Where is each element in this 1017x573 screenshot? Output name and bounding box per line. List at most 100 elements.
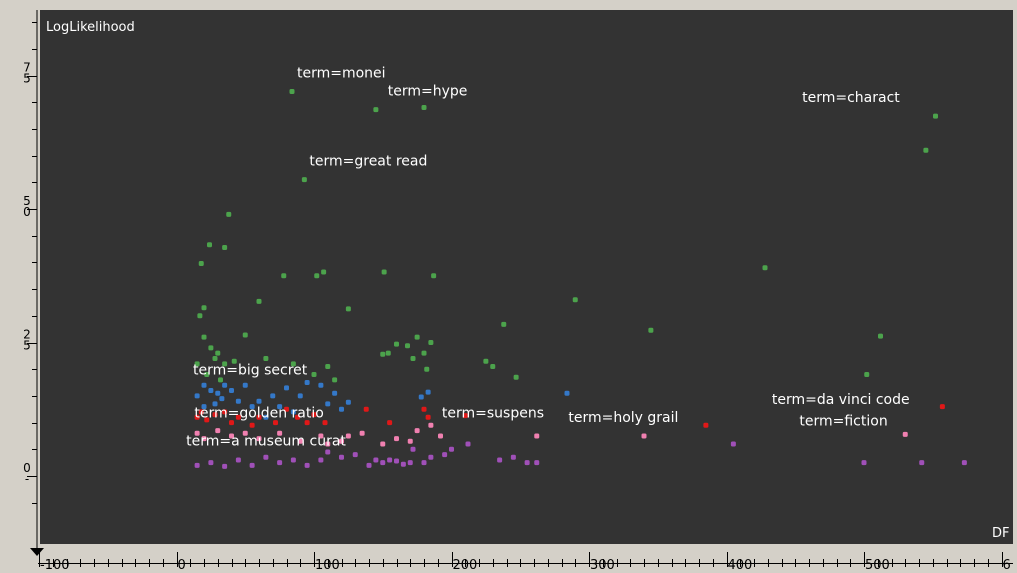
data-point [345, 306, 351, 312]
y-tick-label: 2 [23, 328, 31, 342]
data-point [204, 417, 210, 423]
data-point [229, 420, 234, 426]
y-tick-label: 5 [23, 72, 31, 86]
data-point [208, 460, 214, 466]
data-point [229, 433, 234, 439]
data-point [249, 422, 255, 428]
data-point [428, 340, 434, 345]
data-point [407, 438, 413, 444]
data-point [339, 438, 344, 444]
data-point [212, 356, 218, 362]
data-point [208, 388, 214, 394]
data-point [249, 462, 255, 468]
data-point [277, 430, 283, 436]
data-point [301, 177, 307, 183]
data-point [277, 404, 283, 410]
point-annotation: term=suspens [442, 406, 544, 422]
data-point [564, 390, 570, 396]
point-annotation: term=charact [802, 90, 900, 106]
point-annotation: term=hype [388, 84, 468, 100]
data-point [730, 441, 736, 447]
data-point [212, 401, 218, 407]
data-point [381, 269, 387, 275]
data-point [198, 260, 204, 266]
data-point [385, 350, 391, 356]
point-annotation: term=da vinci code [772, 392, 910, 408]
data-point [197, 313, 203, 319]
data-point [366, 462, 372, 468]
y-tick-label: 7 [23, 61, 31, 75]
data-point [304, 420, 310, 426]
x-tick-label: 500 [865, 558, 890, 573]
data-point [513, 374, 519, 380]
data-point [332, 390, 338, 396]
x-tick-label: 200 [453, 558, 478, 573]
data-point [204, 372, 210, 378]
data-point [325, 401, 331, 407]
data-point [421, 350, 427, 356]
data-point [212, 412, 218, 418]
y-tick-label: 0 [23, 461, 31, 475]
data-point [373, 457, 379, 463]
data-point [380, 441, 386, 447]
data-point [387, 420, 393, 426]
data-point [878, 333, 883, 339]
data-point [226, 211, 232, 217]
data-point [428, 454, 434, 460]
data-point [465, 441, 471, 447]
point-annotation: term=a museum curat [186, 434, 346, 450]
x-axis-title: DF [992, 526, 1010, 541]
data-point [263, 356, 269, 362]
data-point [235, 414, 241, 420]
data-point [425, 414, 431, 420]
y-tick-label: - [25, 472, 29, 486]
data-point [231, 358, 237, 364]
point-annotation: term=golden ratio [194, 405, 323, 421]
data-point [373, 107, 379, 113]
data-point [249, 404, 255, 410]
data-point [405, 343, 410, 349]
data-point [421, 460, 427, 466]
data-point [222, 463, 228, 469]
data-point [534, 433, 540, 439]
data-point [332, 377, 338, 383]
data-point [219, 396, 225, 402]
data-point [864, 372, 870, 378]
x-tick-label: 6 [1003, 558, 1011, 573]
data-point [510, 454, 516, 460]
data-point [256, 436, 262, 442]
data-point [229, 388, 234, 394]
data-point [321, 269, 327, 275]
data-point [304, 462, 310, 468]
data-point [322, 420, 328, 426]
data-point [501, 321, 507, 327]
data-point [201, 305, 207, 311]
data-point [861, 460, 867, 466]
data-point [235, 398, 241, 404]
data-point [425, 389, 431, 395]
y-tick-label: 0 [23, 205, 31, 219]
data-point [222, 244, 228, 250]
data-point [902, 431, 908, 437]
data-point [198, 409, 204, 415]
data-point [641, 433, 647, 439]
data-point [919, 460, 925, 466]
data-point [295, 414, 300, 420]
data-point [421, 105, 427, 111]
x-tick-label: 100 [315, 558, 340, 573]
data-point [194, 361, 200, 367]
data-point [339, 406, 344, 412]
data-point [394, 458, 399, 464]
data-point [380, 351, 386, 357]
data-point [318, 382, 324, 388]
data-point [534, 460, 540, 466]
data-point [345, 433, 351, 439]
point-annotation: term=fiction [799, 413, 887, 429]
x-tick-label: 300 [590, 558, 615, 573]
data-point [256, 398, 262, 404]
point-annotation: term=big secret [193, 363, 308, 379]
data-point [270, 393, 276, 399]
